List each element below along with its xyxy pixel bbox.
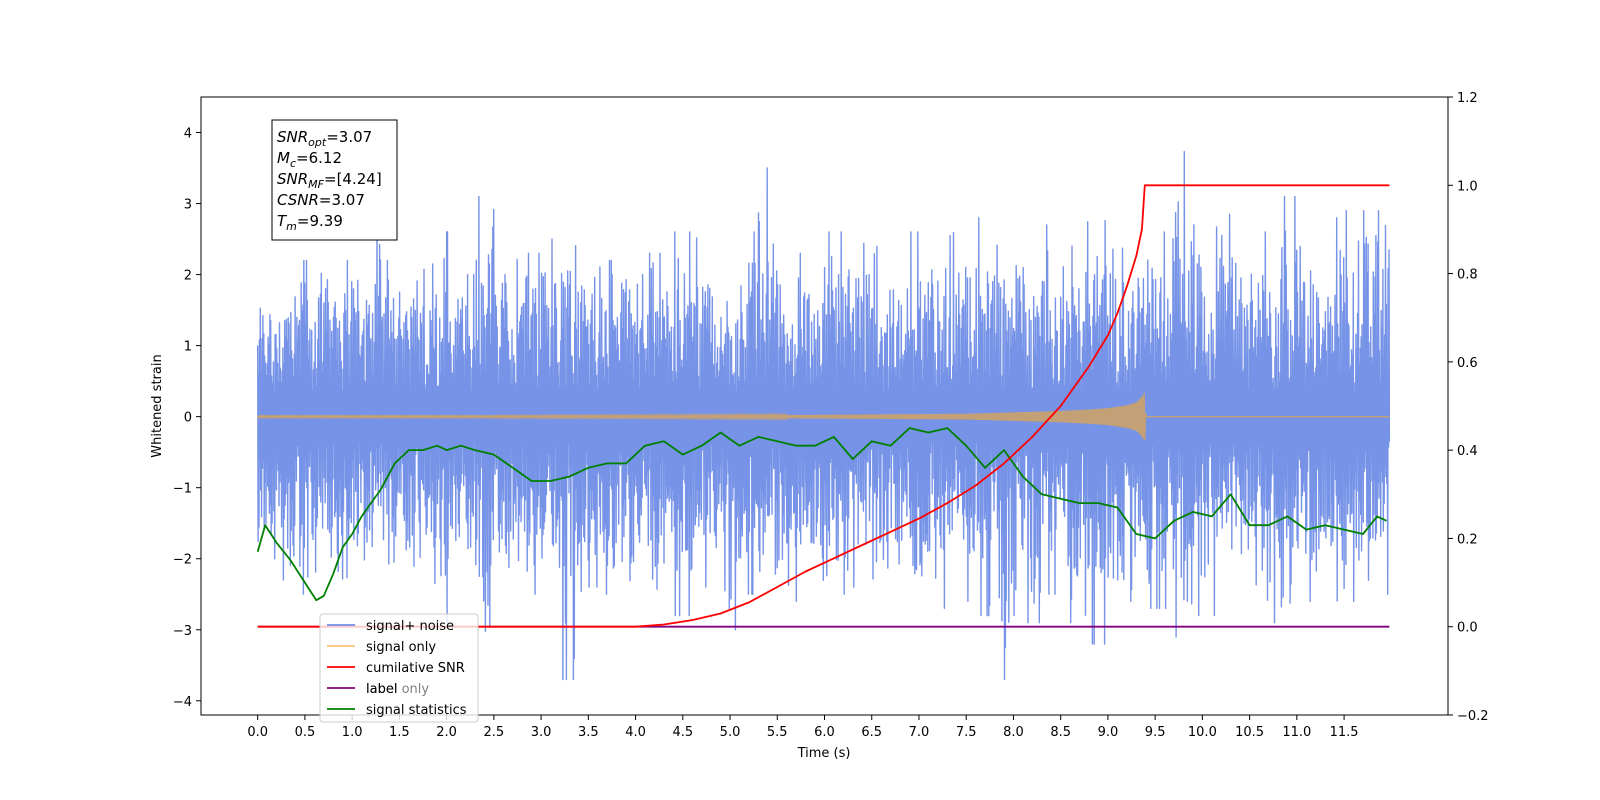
legend: signal+ noise signal only cumilative SNR la… [319, 613, 479, 723]
y-tick-label: −3 [173, 624, 192, 639]
series-cumulative-snr [257, 184, 1390, 628]
y-tick-label: 4 [184, 127, 192, 142]
x-tick-label: 3.0 [531, 725, 552, 740]
y2-tick-label: 1.2 [1457, 91, 1478, 106]
y-tick-label: −1 [173, 482, 192, 497]
x-tick-label: 1.5 [389, 725, 410, 740]
series-signal-noise [257, 150, 1391, 681]
y-tick-label: −2 [173, 553, 192, 568]
y2-tick-label: 0.2 [1457, 532, 1478, 547]
legend-label: label only [366, 682, 429, 697]
y2-tick-label: 1.0 [1457, 179, 1478, 194]
y2-tick-label: 0.4 [1457, 444, 1478, 459]
info-box-frame [271, 119, 398, 241]
y-tick-label: −4 [173, 695, 192, 710]
info-line: SNRopt=3.07 [277, 128, 372, 149]
x-tick-label: 10.0 [1188, 725, 1217, 740]
legend-label: signal only [366, 640, 436, 655]
x-tick-label: 2.0 [436, 725, 457, 740]
info-line: Mc=6.12 [277, 149, 342, 170]
x-tick-label: 0.5 [295, 725, 316, 740]
info-line: SNRMF=[4.24] [277, 170, 382, 191]
y-tick-label: 0 [184, 411, 192, 426]
info-line: CSNR=3.07 [277, 191, 365, 209]
x-tick-label: 11.5 [1330, 725, 1359, 740]
x-tick-label: 2.5 [484, 725, 505, 740]
x-tick-label: 5.0 [720, 725, 741, 740]
y-tick-label: 3 [184, 198, 192, 213]
info-line: Tm=9.39 [277, 212, 343, 233]
series-signal-statistics [256, 427, 1387, 602]
y-axis-label: Whitened strain [150, 354, 165, 457]
legend-label: cumilative SNR [366, 661, 465, 676]
x-tick-label: 0.0 [247, 725, 268, 740]
x-tick-label: 3.5 [578, 725, 599, 740]
x-tick-label: 4.0 [625, 725, 646, 740]
x-tick-label: 8.0 [1003, 725, 1024, 740]
ticks: 0.0 0.5 1.0 1.5 2.0 2.5 3.0 3.5 4.0 4.5 5.0 5.5 6.0 6… [173, 91, 1489, 740]
y2-tick-label: 0.6 [1457, 356, 1478, 371]
x-tick-label: 9.0 [1098, 725, 1119, 740]
series-signal-only [257, 392, 1390, 441]
x-tick-label: 4.5 [672, 725, 693, 740]
y2-tick-label: −0.2 [1457, 709, 1489, 724]
x-tick-label: 5.5 [767, 725, 788, 740]
x-tick-label: 10.5 [1235, 725, 1264, 740]
y2-tick-label: 0.0 [1457, 621, 1478, 636]
x-tick-label: 1.0 [342, 725, 363, 740]
x-tick-label: 9.5 [1145, 725, 1166, 740]
x-tick-label: 11.0 [1282, 725, 1311, 740]
x-tick-label: 6.5 [861, 725, 882, 740]
plot-area [256, 150, 1391, 681]
x-axis-label: Time (s) [797, 746, 851, 761]
y2-tick-label: 0.8 [1457, 268, 1478, 283]
y-tick-label: 1 [184, 340, 192, 355]
legend-label: signal statistics [366, 703, 467, 718]
x-tick-label: 7.0 [909, 725, 930, 740]
legend-frame [319, 613, 479, 723]
legend-label: label [366, 682, 397, 697]
x-tick-label: 7.5 [956, 725, 977, 740]
legend-label: signal+ noise [366, 619, 454, 634]
x-tick-label: 6.0 [814, 725, 835, 740]
x-tick-label: 8.5 [1050, 725, 1071, 740]
y-tick-label: 2 [184, 269, 192, 284]
